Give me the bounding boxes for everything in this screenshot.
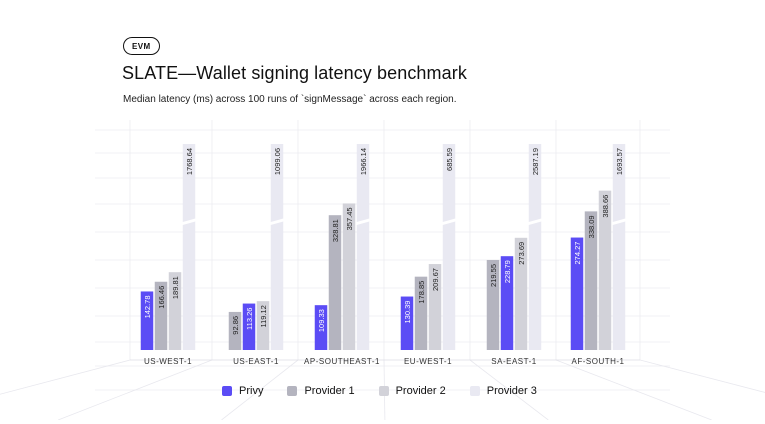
break-mark-sa-east-1-provider-3 — [527, 218, 543, 226]
legend-swatch-provider-2 — [378, 386, 389, 396]
break-mark-eu-west-1-provider-3 — [441, 218, 457, 226]
value-label-us-east-1-provider-2: 119.12 — [259, 305, 268, 327]
value-label-us-west-1-provider-2: 189.81 — [171, 276, 180, 299]
bar-us-east-1-privy — [242, 303, 256, 350]
value-label-us-west-1-provider-3: 1768.64 — [185, 148, 194, 175]
value-label-us-east-1-privy: 113.26 — [245, 308, 254, 330]
bar-us-east-1-provider-2 — [256, 301, 270, 350]
value-label-af-south-1-provider-3: 1693.57 — [615, 148, 624, 175]
bar-us-west-1-provider-1 — [154, 281, 168, 350]
bar-sa-east-1-provider-3 — [528, 144, 542, 350]
value-label-ap-southeast-1-privy: 109.33 — [317, 309, 326, 332]
chart-legend: Privy Provider 1 Provider 2 Provider 3 — [222, 385, 537, 397]
legend-swatch-provider-3 — [469, 386, 480, 396]
value-label-ap-southeast-1-provider-2: 357.45 — [345, 207, 354, 230]
bar-sa-east-1-provider-2 — [514, 237, 528, 350]
legend-item-provider-1: Provider 1 — [287, 385, 355, 397]
bar-af-south-1-provider-1 — [584, 211, 598, 350]
value-label-af-south-1-provider-1: 338.09 — [587, 215, 596, 238]
break-mark-af-south-1-provider-3 — [611, 218, 627, 226]
bar-eu-west-1-provider-2 — [428, 264, 442, 350]
bar-ap-southeast-1-provider-2 — [342, 203, 356, 350]
value-label-us-east-1-provider-1: 92.86 — [231, 316, 240, 335]
legend-label-provider-3: Provider 3 — [486, 385, 537, 397]
value-label-eu-west-1-provider-2: 209.67 — [431, 268, 440, 291]
value-label-sa-east-1-provider-1: 219.55 — [489, 264, 498, 287]
chart-category-labels: US-WEST-1 US-EAST-1 AP-SOUTHEAST-1 EU-WEST-… — [144, 357, 625, 366]
value-label-ap-southeast-1-provider-1: 328.81 — [331, 219, 340, 242]
chart-grid — [0, 120, 765, 420]
break-mark-ap-southeast-1-provider-3 — [355, 218, 371, 226]
bar-us-west-1-provider-3 — [182, 144, 196, 350]
bar-ap-southeast-1-provider-3 — [356, 144, 370, 350]
legend-item-privy: Privy — [222, 385, 263, 397]
value-label-us-west-1-privy: 142.78 — [143, 295, 152, 318]
bar-sa-east-1-privy — [500, 256, 514, 350]
value-label-ap-southeast-1-provider-3: 1966.14 — [359, 148, 368, 175]
evm-badge: EVM — [123, 37, 160, 55]
bar-eu-west-1-privy — [400, 296, 414, 350]
grid-line-persp-6 — [639, 359, 765, 393]
legend-item-provider-2: Provider 2 — [378, 385, 446, 397]
bar-af-south-1-provider-2 — [598, 190, 612, 350]
value-label-eu-west-1-provider-3: 685.59 — [445, 148, 454, 171]
value-label-us-west-1-provider-1: 166.46 — [157, 286, 166, 309]
value-label-us-east-1-provider-3: 1099.06 — [273, 148, 282, 175]
legend-label-privy: Privy — [239, 385, 264, 397]
page-title: SLATE—Wallet signing latency benchmark — [122, 63, 467, 83]
grid-line-persp-1 — [57, 359, 213, 420]
legend-swatch-privy — [222, 386, 232, 396]
bar-us-west-1-privy — [140, 291, 154, 350]
bar-us-east-1-provider-1 — [228, 311, 242, 350]
category-label-eu-west-1: EU-WEST-1 — [404, 357, 452, 366]
value-label-eu-west-1-provider-1: 178.85 — [417, 281, 426, 304]
value-label-eu-west-1-privy: 130.39 — [403, 301, 412, 324]
break-mark-us-east-1-provider-3 — [269, 218, 285, 226]
value-label-sa-east-1-provider-3: 2587.19 — [531, 148, 540, 175]
value-label-af-south-1-provider-2: 388.66 — [601, 195, 610, 218]
category-label-us-east-1: US-EAST-1 — [233, 357, 279, 366]
value-label-sa-east-1-provider-2: 273.69 — [517, 242, 526, 265]
legend-item-provider-3: Provider 3 — [469, 385, 537, 397]
bar-ap-southeast-1-privy — [314, 305, 328, 350]
category-label-us-west-1: US-WEST-1 — [144, 357, 192, 366]
chart-bars: 142.78 166.46 189.81 1768.64 92.86 113.26 119.… — [140, 144, 627, 350]
bar-af-south-1-privy — [570, 237, 584, 350]
value-label-af-south-1-privy: 274.27 — [573, 242, 582, 265]
grid-line-persp-5 — [555, 359, 712, 420]
bar-us-west-1-provider-2 — [168, 272, 182, 350]
bar-eu-west-1-provider-1 — [414, 276, 428, 350]
bar-af-south-1-provider-3 — [612, 144, 626, 350]
value-label-sa-east-1-privy: 228.79 — [503, 260, 512, 283]
legend-swatch-provider-1 — [287, 386, 298, 396]
bar-sa-east-1-provider-1 — [486, 259, 500, 350]
latency-bar-chart: 142.78 166.46 189.81 1768.64 92.86 113.26 119.… — [0, 120, 765, 420]
grid-line-persp-4 — [469, 359, 549, 420]
break-mark-us-west-1-provider-3 — [181, 218, 197, 226]
legend-label-provider-1: Provider 1 — [304, 385, 355, 397]
bar-ap-southeast-1-provider-1 — [328, 215, 342, 350]
bar-us-east-1-provider-3 — [270, 144, 284, 350]
page-subtitle: Median latency (ms) across 100 runs of `… — [123, 94, 457, 105]
category-label-sa-east-1: SA-EAST-1 — [491, 357, 536, 366]
category-label-ap-southeast-1: AP-SOUTHEAST-1 — [304, 357, 380, 366]
category-label-af-south-1: AF-SOUTH-1 — [572, 357, 625, 366]
grid-line-persp-0 — [0, 359, 131, 395]
legend-label-provider-2: Provider 2 — [395, 385, 446, 397]
bar-eu-west-1-provider-3 — [442, 144, 456, 350]
grid-line-persp-2 — [221, 359, 299, 420]
